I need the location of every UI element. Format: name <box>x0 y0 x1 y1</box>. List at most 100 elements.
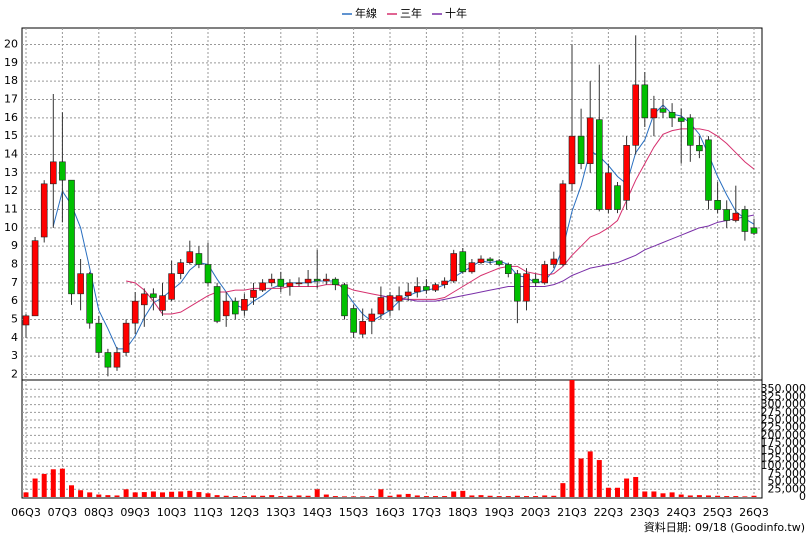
volume-bar <box>187 490 193 497</box>
volume-bar <box>505 496 511 497</box>
volume-bar <box>78 490 84 497</box>
volume-bar <box>378 489 384 497</box>
x-tick-label: 17Q3 <box>412 506 442 519</box>
volume-bar <box>533 496 539 497</box>
candle-body <box>632 84 640 146</box>
candle-body <box>404 291 412 296</box>
candle-body <box>131 300 139 324</box>
volume-bar <box>351 496 357 497</box>
y-tick-label: 12 <box>4 184 18 197</box>
candle-body <box>541 264 549 284</box>
candle-body <box>668 112 676 119</box>
volume-bar <box>178 491 184 497</box>
y2-tick-label: 175,000 <box>761 436 807 449</box>
candle-body <box>568 135 576 185</box>
y-tick-label: 7 <box>11 276 18 289</box>
volume-bar <box>687 495 693 497</box>
x-tick-label: 23Q3 <box>630 506 660 519</box>
y2-tick-label: 200,000 <box>761 428 807 441</box>
y2-tick-label: 225,000 <box>761 421 807 434</box>
volume-bar <box>596 460 602 497</box>
volume-bar <box>32 478 38 497</box>
volume-bar <box>287 495 293 497</box>
y-tick-label: 6 <box>11 294 18 307</box>
candle-body <box>113 352 121 368</box>
candle-body <box>514 273 521 302</box>
volume-bar <box>715 495 721 497</box>
volume-bar <box>442 496 448 497</box>
volume-bar <box>487 495 493 497</box>
candle-body <box>122 322 130 353</box>
candle-body <box>577 135 585 164</box>
legend-label: 三年 <box>400 6 422 20</box>
volume-bar <box>196 492 202 497</box>
volume-bar <box>587 451 593 497</box>
candle-body <box>277 278 285 287</box>
x-tick-label: 18Q3 <box>448 506 478 519</box>
volume-bar <box>251 495 256 497</box>
volume-bar <box>414 495 420 497</box>
legend-label: 年線 <box>355 6 377 20</box>
candle-body <box>177 262 184 274</box>
candle-body <box>141 293 148 306</box>
volume-bar <box>478 495 484 497</box>
candle-body <box>395 295 403 302</box>
candle-body <box>432 284 439 291</box>
candle-body <box>213 286 221 322</box>
volume-bar <box>87 492 93 497</box>
candle-body <box>186 251 194 263</box>
candle-body <box>705 139 712 201</box>
volume-bar <box>123 489 129 497</box>
volume-bar <box>615 487 620 497</box>
y2-tick-label: 325,000 <box>761 390 807 403</box>
candle-body <box>386 295 394 311</box>
candle-body <box>550 258 558 265</box>
candle-body <box>586 117 594 164</box>
volume-bar <box>205 493 211 497</box>
x-tick-label: 09Q3 <box>120 506 150 519</box>
y-tick-label: 4 <box>11 331 18 344</box>
volume-bar <box>469 495 475 497</box>
volume-bar <box>569 380 575 497</box>
candle-body <box>31 240 39 317</box>
candle-body <box>532 278 539 284</box>
candle-body <box>377 297 385 315</box>
volume-bar <box>742 496 748 497</box>
volume-bar <box>433 496 438 497</box>
candle-body <box>259 282 266 291</box>
volume-bar <box>332 496 338 497</box>
volume-bar <box>624 478 630 497</box>
candle-body <box>559 183 567 265</box>
y2-tick-label: 50,000 <box>768 475 807 488</box>
candle-body <box>504 264 512 274</box>
volume-bar <box>314 489 320 497</box>
candle-body <box>359 321 367 335</box>
x-tick-label: 08Q3 <box>84 506 114 519</box>
volume-bar <box>150 491 156 497</box>
candle-body <box>696 145 703 152</box>
candle-body <box>441 280 448 285</box>
candle-body <box>368 313 376 322</box>
volume-bar <box>514 495 520 497</box>
candle-body <box>605 172 612 210</box>
volume-bar <box>396 494 402 497</box>
x-tick-label: 21Q3 <box>557 506 587 519</box>
y-tick-label: 20 <box>4 38 18 51</box>
candle-body <box>741 209 749 232</box>
x-tick-label: 06Q3 <box>11 506 41 519</box>
candle-body <box>286 282 294 287</box>
volume-bar <box>423 496 429 497</box>
candle-body <box>750 227 758 234</box>
candle-body <box>204 264 212 284</box>
candle-body <box>49 161 57 185</box>
volume-bar <box>214 495 220 497</box>
x-tick-label: 26Q3 <box>739 506 769 519</box>
y-tick-label: 3 <box>11 349 18 362</box>
volume-bar <box>360 496 366 497</box>
x-tick-label: 25Q3 <box>703 506 733 519</box>
volume-bar <box>269 495 275 497</box>
volume-bar <box>678 494 684 497</box>
volume-bar <box>524 496 529 497</box>
legend-label: 十年 <box>445 6 467 20</box>
